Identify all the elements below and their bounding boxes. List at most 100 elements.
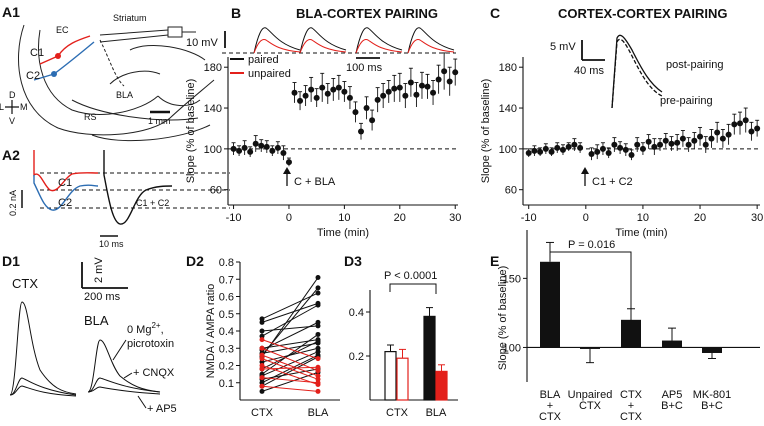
- unpaired-cell-line: [261, 358, 319, 380]
- data-point: [731, 121, 738, 128]
- y-tick-label: 140: [204, 103, 222, 115]
- x-tick-label: 20: [694, 212, 706, 224]
- paired-cell-line: [261, 368, 319, 380]
- panel-d3: D3 0.2 0.4 CTX BLA P < 0.0001: [344, 253, 458, 419]
- y-tick-label: 0.7: [219, 274, 234, 286]
- panel-a1: A1 EC Striatum C1 C2: [0, 4, 215, 142]
- y-tick-label: 180: [204, 62, 222, 74]
- panel-e-label: E: [490, 253, 499, 269]
- panel-c-label: C: [490, 5, 500, 21]
- bar: [540, 261, 560, 348]
- y-tick-label: 0.6: [219, 292, 234, 304]
- paired-bar: [423, 315, 436, 401]
- svg-text:M: M: [20, 102, 28, 112]
- c1-label: C1: [30, 47, 44, 59]
- unpaired-cell-line: [261, 347, 319, 372]
- a2-x-scale-label: 10 ms: [99, 239, 124, 249]
- data-point: [668, 140, 675, 147]
- data-point: [622, 146, 629, 153]
- y-tick-label: 100: [503, 342, 521, 354]
- data-point: [269, 147, 276, 154]
- b-t-scale-label: 100 ms: [346, 62, 383, 74]
- d1-cond3-pointer: [137, 395, 147, 409]
- paired-cell-point: [315, 275, 321, 281]
- x-tick-label: CTX: [620, 389, 643, 401]
- data-point: [714, 129, 721, 136]
- x-tick-label: Unpaired: [568, 389, 613, 401]
- y-axis-title: NMDA / AMPA ratio: [205, 284, 217, 379]
- data-point: [554, 144, 561, 151]
- bla-label: BLA: [116, 90, 133, 100]
- d1-ctx-trace-1: [9, 301, 77, 396]
- x-tick-label: 30: [449, 212, 461, 224]
- d1-cond1b-label: picrotoxin: [127, 338, 174, 350]
- paired-cell-point: [315, 345, 321, 351]
- x-tick-label: 0: [583, 212, 589, 224]
- c-post-pairing-trace: [611, 34, 663, 109]
- paired-cell-point: [315, 323, 321, 329]
- b-pairing-arrow: [283, 167, 291, 186]
- data-point: [542, 145, 549, 152]
- data-point: [385, 88, 392, 95]
- legend-unpaired-label: unpaired: [248, 68, 291, 80]
- data-point: [719, 135, 726, 142]
- d1-bla-trace-3: [87, 386, 161, 395]
- unpaired-cell-point: [259, 375, 265, 381]
- data-point: [391, 85, 398, 92]
- data-point: [297, 97, 304, 104]
- data-point: [424, 83, 431, 90]
- e-significance-bracket: [549, 251, 632, 330]
- e-pval-label: P = 0.016: [568, 239, 615, 251]
- data-point: [441, 68, 448, 75]
- panel-b-title: BLA-CORTEX PAIRING: [296, 6, 438, 21]
- x-tick-label: BLA: [426, 407, 447, 419]
- unpaired-cell-point: [259, 383, 265, 389]
- paired-cell-point: [259, 316, 265, 322]
- x-axis-title: Time (min): [615, 227, 667, 239]
- y-tick-label: 100: [499, 144, 517, 156]
- bla-pathway: [99, 39, 125, 87]
- x-tick-label: -10: [521, 212, 537, 224]
- paired-cell-line: [261, 277, 319, 358]
- data-point: [313, 94, 320, 101]
- data-point: [697, 133, 704, 140]
- unpaired-bar: [435, 370, 448, 401]
- y-tick-label: 0.1: [219, 378, 234, 390]
- paired-cell-point: [315, 319, 321, 325]
- paired-bar: [384, 351, 397, 401]
- chart-d3-plot: 0.2 0.4 CTX BLA: [349, 290, 458, 419]
- x-tick-label: +: [547, 400, 553, 412]
- panel-c-title: CORTEX-CORTEX PAIRING: [558, 6, 728, 21]
- d1-cond1-pointer: [112, 339, 127, 361]
- paired-cell-point: [259, 333, 265, 339]
- data-point: [236, 147, 243, 154]
- svg-text:D: D: [9, 90, 16, 100]
- data-point: [725, 131, 732, 138]
- data-point: [380, 92, 387, 99]
- d1-cond2-pointer: [123, 372, 133, 379]
- data-point: [341, 88, 348, 95]
- d3-pval-label: P < 0.0001: [384, 270, 437, 282]
- data-point: [346, 94, 353, 101]
- x-tick-label: +: [628, 400, 634, 412]
- a2-c2-label: C2: [58, 197, 72, 209]
- y-tick-label: 0.4: [349, 307, 364, 319]
- data-point: [708, 135, 715, 142]
- unpaired-cell-point: [259, 366, 265, 372]
- data-point: [605, 149, 612, 156]
- paired-cell-point: [259, 328, 265, 334]
- data-point: [363, 105, 370, 112]
- x-tick-label: 10: [637, 212, 649, 224]
- panel-d2-label: D2: [186, 253, 204, 269]
- x-tick-label: 20: [394, 212, 406, 224]
- c1-c2-current-trace: [103, 150, 173, 225]
- x-tick-label: MK-801: [693, 389, 732, 401]
- unpaired-cell-point: [315, 368, 321, 374]
- data-point: [531, 147, 538, 154]
- data-point: [742, 117, 749, 124]
- data-point: [291, 89, 298, 96]
- data-point: [335, 84, 342, 91]
- unpaired-cell-point: [259, 356, 265, 362]
- data-point: [748, 128, 755, 135]
